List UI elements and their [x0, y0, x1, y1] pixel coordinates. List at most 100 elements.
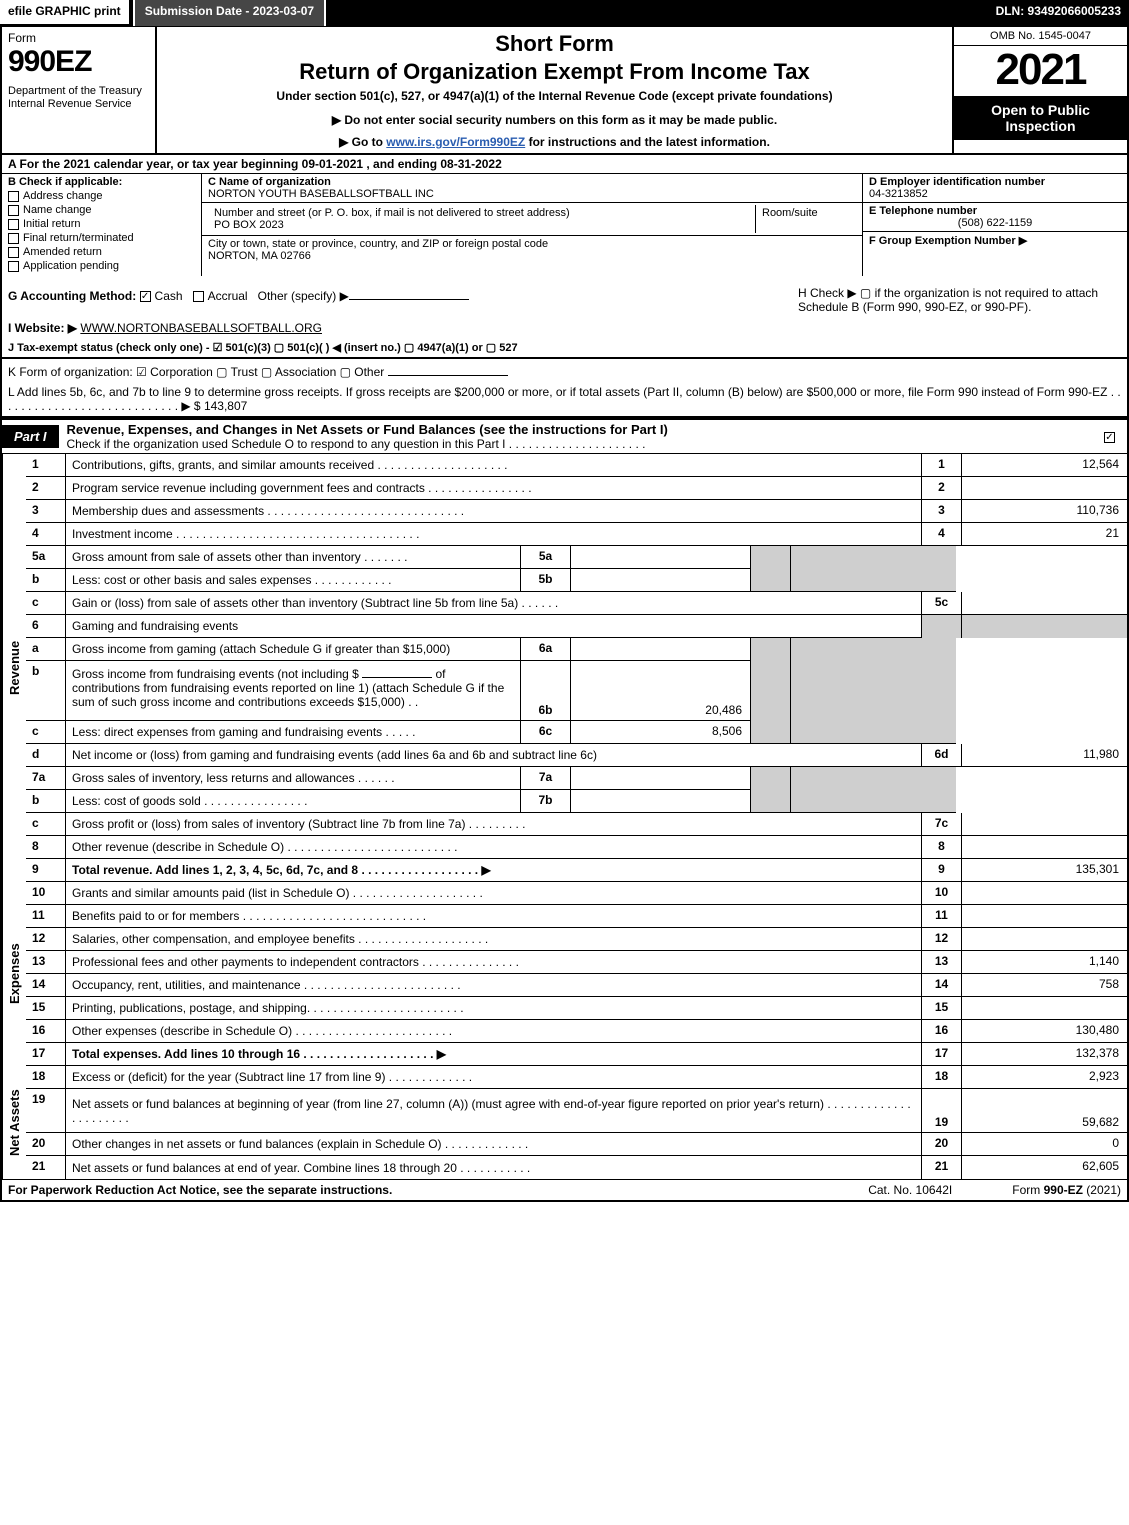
- form-subtitle: Under section 501(c), 527, or 4947(a)(1)…: [163, 89, 946, 103]
- checkbox-icon[interactable]: [8, 205, 19, 216]
- line-2: 2 Program service revenue including gove…: [26, 477, 1127, 500]
- desc-text: Other changes in net assets or fund bala…: [72, 1137, 528, 1151]
- row-k: K Form of organization: ☑ Corporation ▢ …: [0, 358, 1129, 382]
- top-bar: efile GRAPHIC print Submission Date - 20…: [0, 0, 1129, 26]
- col-no: 12: [922, 928, 962, 951]
- line-desc: Benefits paid to or for members . . . . …: [66, 905, 922, 928]
- g-other: Other (specify) ▶: [258, 289, 349, 303]
- k-other-input[interactable]: [388, 362, 508, 376]
- footer-right-pre: Form: [1012, 1183, 1043, 1197]
- desc-text: Gross income from gaming (attach Schedul…: [72, 642, 450, 656]
- col-no: 21: [922, 1156, 962, 1179]
- g-other-input[interactable]: [349, 286, 469, 300]
- line-desc: Less: cost or other basis and sales expe…: [66, 569, 521, 592]
- checkbox-icon[interactable]: [8, 261, 19, 272]
- checkbox-icon[interactable]: [8, 191, 19, 202]
- line-desc: Membership dues and assessments . . . . …: [66, 500, 922, 523]
- shade-cell: [922, 615, 962, 638]
- line-desc: Gain or (loss) from sale of assets other…: [66, 592, 922, 615]
- efile-print-label[interactable]: efile GRAPHIC print: [0, 0, 131, 26]
- col-val: [962, 813, 1127, 836]
- instr-1: ▶ Do not enter social security numbers o…: [163, 113, 946, 127]
- chk-final-return[interactable]: Final return/terminated: [8, 232, 195, 244]
- shade-cell: [791, 661, 956, 721]
- desc-text: Gaming and fundraising events: [72, 619, 238, 633]
- checkbox-icon[interactable]: [8, 219, 19, 230]
- shade-cell: [791, 790, 956, 813]
- line-13: 13 Professional fees and other payments …: [26, 951, 1127, 974]
- col-no: 11: [922, 905, 962, 928]
- line-no: 6: [26, 615, 66, 638]
- chk-initial-return[interactable]: Initial return: [8, 218, 195, 230]
- chk-amended-return[interactable]: Amended return: [8, 246, 195, 258]
- shade-cell: [791, 638, 956, 661]
- desc-text: Salaries, other compensation, and employ…: [72, 932, 488, 946]
- header-right: OMB No. 1545-0047 2021 Open to Public In…: [952, 27, 1127, 153]
- open-inspection-label: Open to Public Inspection: [954, 96, 1127, 140]
- line-3: 3 Membership dues and assessments . . . …: [26, 500, 1127, 523]
- line-6d: d Net income or (loss) from gaming and f…: [26, 744, 1127, 767]
- col-no: 19: [922, 1089, 962, 1133]
- ein-row: D Employer identification number 04-3213…: [863, 174, 1127, 203]
- line-desc: Gross sales of inventory, less returns a…: [66, 767, 521, 790]
- line-desc: Contributions, gifts, grants, and simila…: [66, 454, 922, 477]
- desc-text: Contributions, gifts, grants, and simila…: [72, 458, 508, 472]
- short-form-title: Short Form: [163, 31, 946, 57]
- chk-cash[interactable]: [140, 291, 151, 302]
- checkbox-icon[interactable]: [8, 247, 19, 258]
- col-val: [962, 477, 1127, 500]
- desc-text: Membership dues and assessments . . . . …: [72, 504, 464, 518]
- line-no: 19: [26, 1089, 66, 1133]
- row-a-section: A For the 2021 calendar year, or tax yea…: [0, 155, 1129, 174]
- contrib-input[interactable]: [362, 664, 432, 678]
- desc-text: Total revenue. Add lines 1, 2, 3, 4, 5c,…: [72, 863, 491, 877]
- col-no: 5c: [922, 592, 962, 615]
- row-a: A For the 2021 calendar year, or tax yea…: [2, 155, 1127, 173]
- mini-val: 8,506: [571, 721, 751, 744]
- part-1-checkbox[interactable]: [1104, 432, 1115, 443]
- col-no: 13: [922, 951, 962, 974]
- l-text: L Add lines 5b, 6c, and 7b to line 9 to …: [8, 385, 1121, 413]
- line-1: 1 Contributions, gifts, grants, and simi…: [26, 454, 1127, 477]
- line-desc: Net assets or fund balances at beginning…: [66, 1089, 922, 1133]
- netassets-side-label: Net Assets: [2, 1066, 26, 1179]
- line-desc: Gross profit or (loss) from sales of inv…: [66, 813, 922, 836]
- chk-application-pending[interactable]: Application pending: [8, 260, 195, 272]
- desc-text: Professional fees and other payments to …: [72, 955, 519, 969]
- irs-link[interactable]: www.irs.gov/Form990EZ: [386, 135, 525, 149]
- col-val: 2,923: [962, 1066, 1127, 1089]
- part-1-subtitle: Check if the organization used Schedule …: [67, 437, 1096, 451]
- chk-name-change[interactable]: Name change: [8, 204, 195, 216]
- website-value[interactable]: WWW.NORTONBASEBALLSOFTBALL.ORG: [80, 321, 322, 335]
- mini-val: [571, 790, 751, 813]
- mini-no: 7b: [521, 790, 571, 813]
- mini-val: [571, 767, 751, 790]
- street-row: Number and street (or P. O. box, if mail…: [202, 203, 862, 236]
- line-desc: Less: direct expenses from gaming and fu…: [66, 721, 521, 744]
- line-no: a: [26, 638, 66, 661]
- room-col: Room/suite: [756, 205, 856, 233]
- shade-cell: [751, 569, 791, 592]
- mini-no: 6b: [521, 661, 571, 721]
- col-no: 18: [922, 1066, 962, 1089]
- spacer: [326, 0, 987, 26]
- line-no: 2: [26, 477, 66, 500]
- col-no: 1: [922, 454, 962, 477]
- desc-text: Total expenses. Add lines 10 through 16 …: [72, 1047, 446, 1061]
- col-no: 10: [922, 882, 962, 905]
- checkbox-icon[interactable]: [8, 233, 19, 244]
- chk-address-change[interactable]: Address change: [8, 190, 195, 202]
- line-7a: 7a Gross sales of inventory, less return…: [26, 767, 1127, 790]
- footer-right-bold: 990-EZ: [1044, 1183, 1083, 1197]
- g-cash: Cash: [155, 289, 183, 303]
- city-value: NORTON, MA 02766: [208, 250, 311, 262]
- dept-label: Department of the Treasury Internal Reve…: [8, 85, 149, 111]
- line-no: d: [26, 744, 66, 767]
- mini-val: [571, 638, 751, 661]
- desc-text: Net assets or fund balances at end of ye…: [72, 1161, 530, 1175]
- desc-text: Gain or (loss) from sale of assets other…: [72, 596, 558, 610]
- chk-accrual[interactable]: [193, 291, 204, 302]
- col-val: [962, 836, 1127, 859]
- shade-cell: [751, 661, 791, 721]
- line-no: 11: [26, 905, 66, 928]
